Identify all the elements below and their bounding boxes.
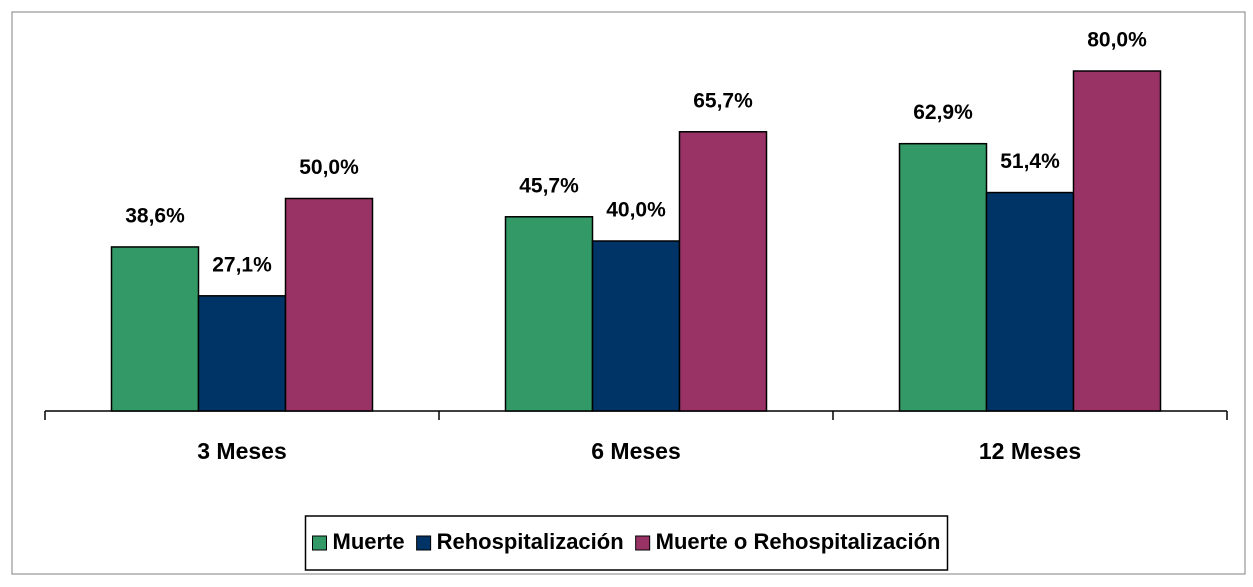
value-label: 65,7% [693, 89, 753, 112]
legend-swatch [312, 535, 327, 551]
legend-box [304, 515, 949, 571]
bar [504, 216, 594, 412]
bar [110, 246, 200, 412]
bar [678, 131, 768, 412]
bar [284, 197, 374, 412]
value-label: 80,0% [1087, 29, 1147, 52]
x-tick-label: 12 Meses [979, 438, 1081, 464]
bar [985, 191, 1075, 412]
value-label: 40,0% [606, 199, 666, 222]
bar [898, 142, 988, 412]
value-label: 62,9% [913, 101, 973, 124]
legend-label: Muerte [333, 529, 405, 554]
value-label: 27,1% [212, 253, 272, 276]
bar [197, 295, 287, 412]
x-tick-label: 3 Meses [197, 438, 287, 464]
value-label: 50,0% [299, 156, 359, 179]
legend-swatch [416, 535, 432, 551]
value-label: 45,7% [519, 174, 579, 197]
value-label: 51,4% [1000, 150, 1060, 173]
bar [591, 240, 681, 412]
legend-label: Rehospitalización [437, 529, 624, 554]
value-label: 38,6% [125, 204, 185, 227]
legend: Muerte Rehospitalización Muerte o Rehospit… [304, 515, 949, 571]
bar [1072, 70, 1162, 412]
x-tick-label: 6 Meses [591, 438, 681, 464]
legend-label: Muerte o Rehospitalización [656, 529, 941, 554]
legend-swatch [635, 535, 651, 551]
